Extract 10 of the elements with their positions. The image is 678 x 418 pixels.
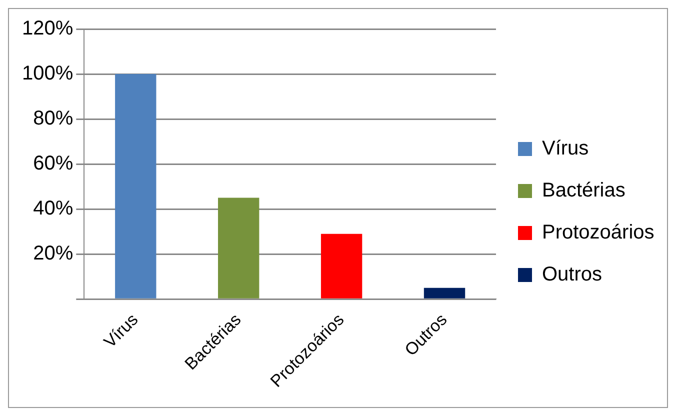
y-tick-label: 80% [33, 108, 74, 130]
legend-label: Outros [542, 264, 602, 286]
y-tick-label: 40% [33, 198, 74, 220]
y-tick-label: 20% [33, 242, 74, 265]
legend-label: Vírus [542, 138, 589, 160]
legend-label: Bactérias [542, 180, 626, 202]
y-tick-label: 120% [22, 18, 74, 40]
y-tick-label: 100% [22, 62, 74, 85]
legend-label: Protozoários [542, 222, 654, 244]
y-tick-label: 60% [33, 152, 74, 175]
